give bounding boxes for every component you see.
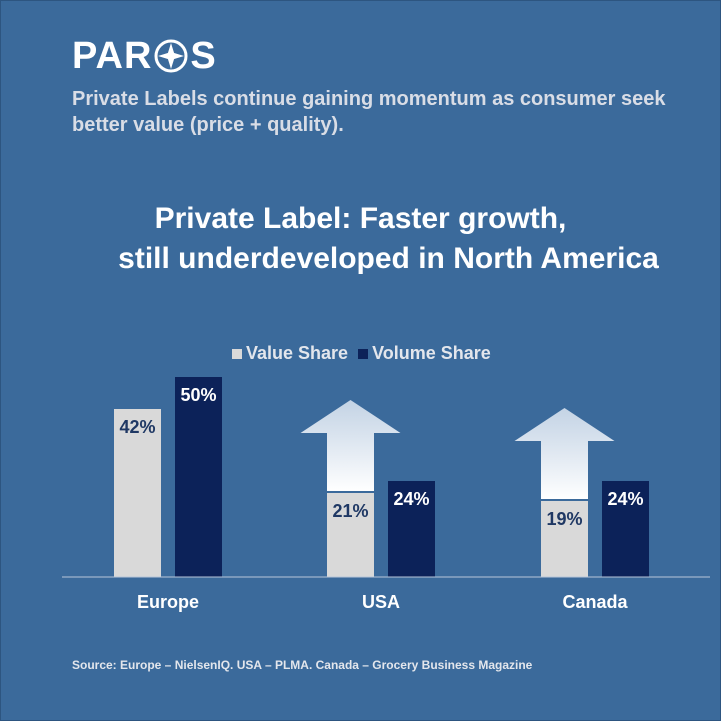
- legend-label-value-share: Value Share: [246, 343, 349, 363]
- chart-title-line1: Private Label: Faster growth,: [154, 202, 567, 235]
- growth-arrow-usa: [300, 400, 401, 491]
- bar-usa-volume-share: [388, 481, 435, 577]
- paros-logo: PAR S: [72, 34, 217, 78]
- chart-legend: Value Share Volume Share: [232, 343, 491, 364]
- logo-text-right: S: [190, 35, 217, 77]
- legend-swatch-volume-share: [358, 348, 369, 359]
- bar-europe-value-share: [114, 409, 161, 577]
- legend-swatch-value-share: [232, 348, 242, 359]
- legend-item-volume-share: Volume Share: [358, 343, 491, 364]
- bar-usa-value-share: [327, 493, 374, 577]
- compass-icon: [154, 39, 188, 73]
- chart-title-line2: still underdeveloped in North America: [118, 242, 659, 275]
- category-label-usa: USA: [362, 592, 400, 612]
- source-note: Source: Europe – NielsenIQ. USA – PLMA. …: [72, 658, 533, 672]
- data-label-europe-value-share: 42%: [119, 417, 155, 437]
- subtitle: Private Labels continue gaining momentum…: [72, 88, 666, 136]
- logo-text-left: PAR: [72, 35, 153, 77]
- data-label-canada-volume-share: 24%: [607, 489, 643, 509]
- bar-canada-volume-share: [602, 481, 649, 577]
- growth-arrow-canada: [514, 408, 615, 499]
- data-label-usa-value-share: 21%: [332, 501, 368, 521]
- data-label-europe-volume-share: 50%: [180, 385, 216, 405]
- category-label-canada: Canada: [562, 592, 628, 612]
- legend-item-value-share: Value Share: [232, 343, 348, 364]
- chart-title: Private Label: Faster growth, still unde…: [0, 199, 721, 279]
- legend-label-volume-share: Volume Share: [372, 343, 491, 363]
- category-label-europe: Europe: [137, 592, 199, 612]
- data-label-usa-volume-share: 24%: [393, 489, 429, 509]
- data-label-canada-value-share: 19%: [546, 509, 582, 529]
- bar-europe-volume-share: [175, 377, 222, 577]
- bar-canada-value-share: [541, 501, 588, 577]
